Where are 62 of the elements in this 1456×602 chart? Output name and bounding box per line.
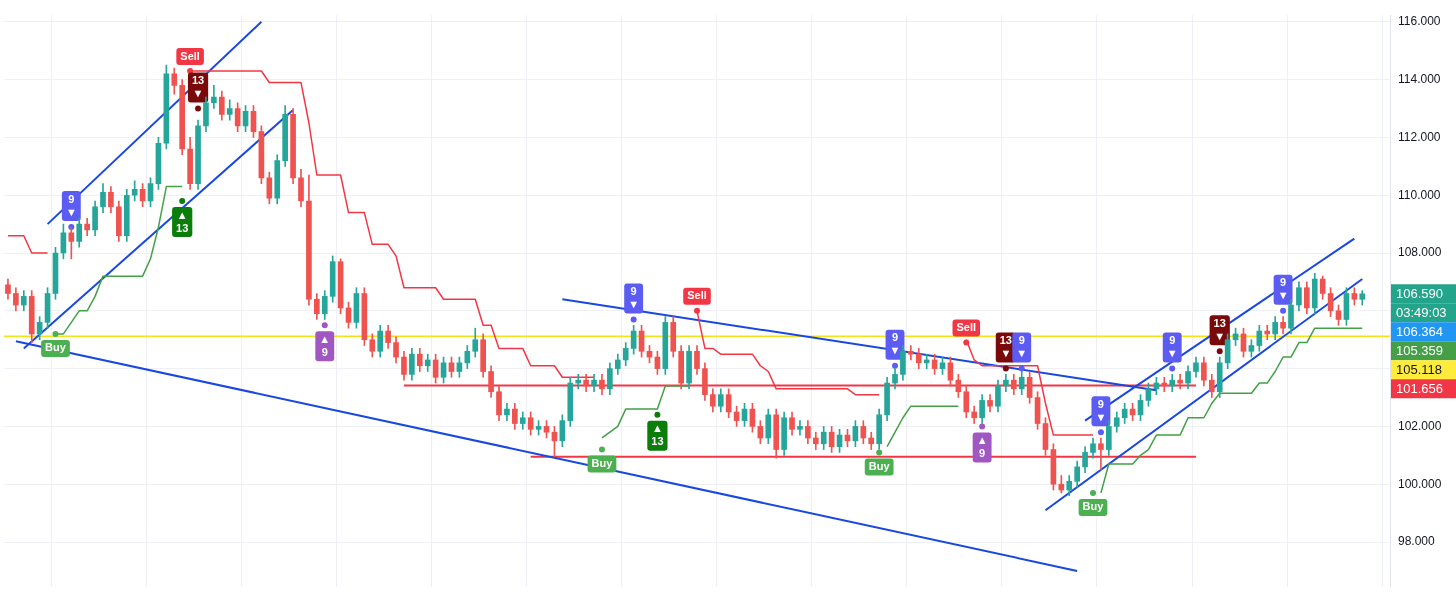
y-tick-label: 116.000	[1398, 14, 1441, 29]
point	[892, 362, 898, 369]
point	[187, 67, 194, 74]
candlestick	[211, 85, 217, 109]
point	[1169, 365, 1176, 372]
candlestick	[1264, 324, 1271, 341]
text: 03:49:03	[1396, 305, 1447, 321]
annotation: 9 ▼	[628, 285, 640, 311]
point	[963, 339, 970, 346]
annotation: 9 ▼	[1277, 276, 1289, 302]
point	[1018, 365, 1025, 372]
annotation: 13 ▼	[999, 334, 1013, 360]
annotation: 13 ▼	[1213, 316, 1226, 342]
text: 106.590	[1396, 286, 1443, 302]
annotation: 9 ▼	[1095, 397, 1107, 423]
point	[321, 322, 328, 329]
y-tick-label: 98.000	[1398, 534, 1436, 549]
annotation: ▲ 13	[651, 422, 664, 448]
y-tick-label: 100.000	[1398, 476, 1442, 491]
annotation: Sell	[956, 321, 977, 334]
point	[598, 446, 605, 453]
text: 105.359	[1396, 343, 1443, 359]
y-tick-label: 108.000	[1398, 245, 1442, 260]
point	[1002, 365, 1009, 372]
candlestick	[923, 353, 930, 369]
annotation: 9 ▼	[65, 192, 77, 218]
point	[179, 198, 186, 205]
y-tick-label: 102.000	[1398, 418, 1442, 433]
annotation: 9 ▼	[1166, 334, 1178, 360]
candlestick	[1098, 437, 1104, 471]
candlestick	[1161, 376, 1168, 393]
point	[1090, 489, 1096, 496]
point	[1097, 429, 1104, 436]
annotation: ▲ 13	[176, 208, 189, 234]
annotation: ▲ 9	[319, 332, 331, 358]
y-tick-label: 112.000	[1398, 129, 1441, 144]
point	[876, 449, 883, 456]
annotation: Buy	[45, 341, 67, 354]
annotation: Buy	[868, 459, 891, 472]
annotation: Buy	[1082, 500, 1105, 513]
text: 106.364	[1396, 324, 1443, 340]
point	[630, 316, 637, 323]
annotation: 13 ▼	[191, 74, 205, 100]
candlestick	[1177, 374, 1183, 390]
y-tick-label: 110.000	[1398, 187, 1441, 202]
point	[694, 307, 700, 314]
point	[979, 423, 986, 430]
text: 105.118	[1396, 362, 1443, 378]
annotation: Sell	[687, 289, 707, 302]
annotation: 9 ▼	[889, 331, 901, 357]
point	[195, 105, 202, 112]
point	[654, 411, 661, 418]
annotation: Sell	[180, 49, 200, 62]
annotation: Buy	[591, 457, 614, 470]
annotation: ▲ 9	[976, 433, 988, 459]
annotation: 9 ▼	[1016, 334, 1028, 360]
point	[1280, 307, 1287, 314]
point	[52, 330, 59, 337]
y-tick-label: 114.000	[1398, 71, 1441, 86]
candlestick	[575, 374, 582, 390]
text: 101.656	[1396, 381, 1443, 397]
point	[1216, 348, 1223, 355]
